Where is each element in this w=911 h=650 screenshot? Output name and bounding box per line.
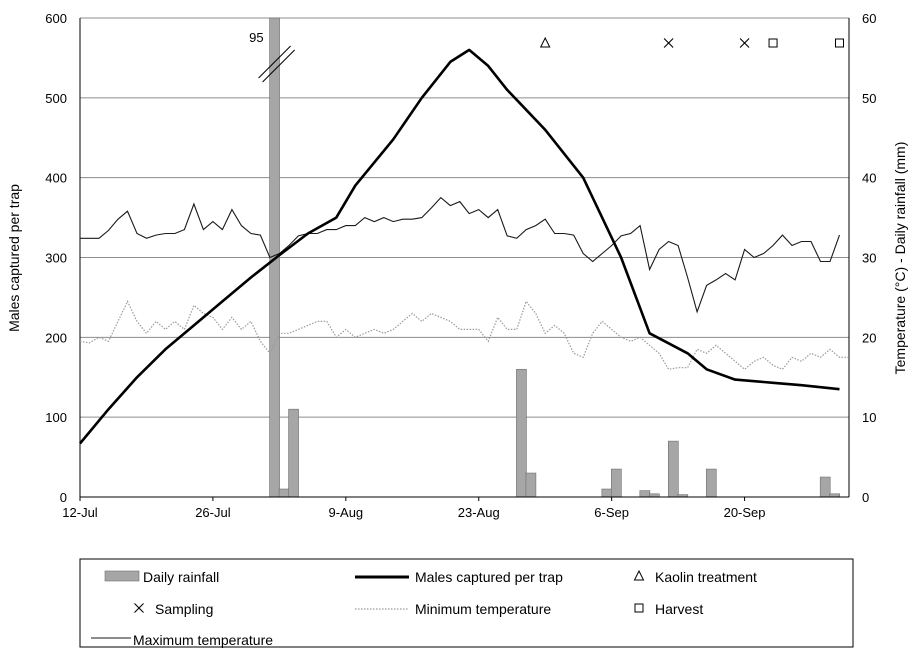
sampling-marker-stroke	[663, 38, 674, 48]
gridlines	[80, 17, 849, 418]
legend-item: Harvest	[634, 601, 703, 617]
sampling-marker	[739, 38, 750, 48]
y-right-tick-label: 30	[862, 251, 876, 266]
legend-box	[79, 558, 854, 648]
tick-labels: 0 100 200 300 400 500 600 0 10 20 30 40 50 60 12-Jul 26…	[45, 11, 876, 520]
sampling-marker-stroke	[739, 38, 750, 48]
y-right-tick-label: 0	[862, 490, 869, 505]
legend-item: Daily rainfall	[104, 569, 219, 585]
x-tick-label: 9-Aug	[328, 505, 363, 520]
x-tick-label: 6-Sep	[594, 505, 629, 520]
axes	[79, 18, 850, 501]
legend-label: Harvest	[655, 601, 703, 617]
y-right-tick-label: 60	[862, 11, 876, 26]
rainfall-bar	[819, 476, 831, 498]
rainfall-bar	[516, 368, 527, 498]
y-right-tick-label: 50	[862, 91, 876, 106]
legend: Daily rainfall Males captured per trap Kao…	[79, 558, 854, 648]
kaolin-treatment-marker	[539, 36, 551, 48]
y-left-tick-label: 100	[45, 410, 67, 425]
legend-label: Kaolin treatment	[655, 569, 757, 585]
y-right-tick-label: 10	[862, 410, 876, 425]
rainfall-bar	[278, 488, 290, 498]
legend-item: Minimum temperature	[355, 601, 551, 617]
y-left-tick-label: 300	[45, 251, 67, 266]
y-right-tick-label: 20	[862, 330, 876, 345]
legend-swatch	[633, 569, 645, 581]
x-tick-label: 12-Jul	[62, 505, 98, 520]
rainfall-bar	[601, 488, 613, 498]
y-left-tick-label: 400	[45, 171, 67, 186]
males-captured-line	[79, 48, 840, 445]
harvest-marker	[835, 38, 845, 48]
break-mark	[258, 45, 291, 79]
rainfall-bar	[611, 468, 622, 498]
y-right-label: Temperature (°C) - Daily rainfall (mm)	[892, 142, 908, 375]
rainfall-bar	[639, 490, 651, 498]
rainfall-bar	[525, 472, 537, 498]
legend-item: Sampling	[134, 601, 213, 617]
y-left-tick-label: 0	[60, 490, 67, 505]
legend-swatch	[134, 603, 144, 613]
maximum-temperature-line	[80, 196, 841, 314]
break-mark	[262, 49, 295, 83]
harvest-marker	[768, 38, 778, 48]
legend-swatch	[104, 570, 140, 582]
series-lines	[79, 48, 849, 445]
legend-swatch-stroke	[134, 603, 144, 613]
rainfall-bar	[668, 440, 679, 498]
x-tick-label: 26-Jul	[195, 505, 231, 520]
legend-label: Minimum temperature	[415, 601, 551, 617]
y-left-tick-label: 200	[45, 330, 67, 345]
sampling-marker	[663, 38, 674, 48]
axis-titles: Males captured per trap Temperature (°C)…	[6, 142, 908, 375]
rainfall-bar	[288, 408, 299, 498]
legend-item: Maximum temperature	[91, 632, 273, 648]
y-left-tick-label: 500	[45, 91, 67, 106]
break-value-label: 95	[249, 30, 263, 45]
legend-item: Kaolin treatment	[633, 569, 757, 585]
x-tick-label: 23-Aug	[458, 505, 500, 520]
legend-swatch	[634, 603, 644, 613]
x-tick-label: 20-Sep	[724, 505, 766, 520]
legend-label: Maximum temperature	[133, 632, 273, 648]
rainfall-break: 95	[249, 30, 295, 83]
y-left-label: Males captured per trap	[6, 184, 22, 332]
legend-label: Males captured per trap	[415, 569, 563, 585]
legend-item: Males captured per trap	[355, 569, 563, 585]
y-right-tick-label: 40	[862, 171, 876, 186]
minimum-temperature-line	[79, 300, 849, 371]
legend-label: Sampling	[155, 601, 213, 617]
legend-label: Daily rainfall	[143, 569, 219, 585]
y-left-tick-label: 600	[45, 11, 67, 26]
rainfall-bar	[705, 468, 717, 498]
event-markers	[539, 36, 845, 48]
